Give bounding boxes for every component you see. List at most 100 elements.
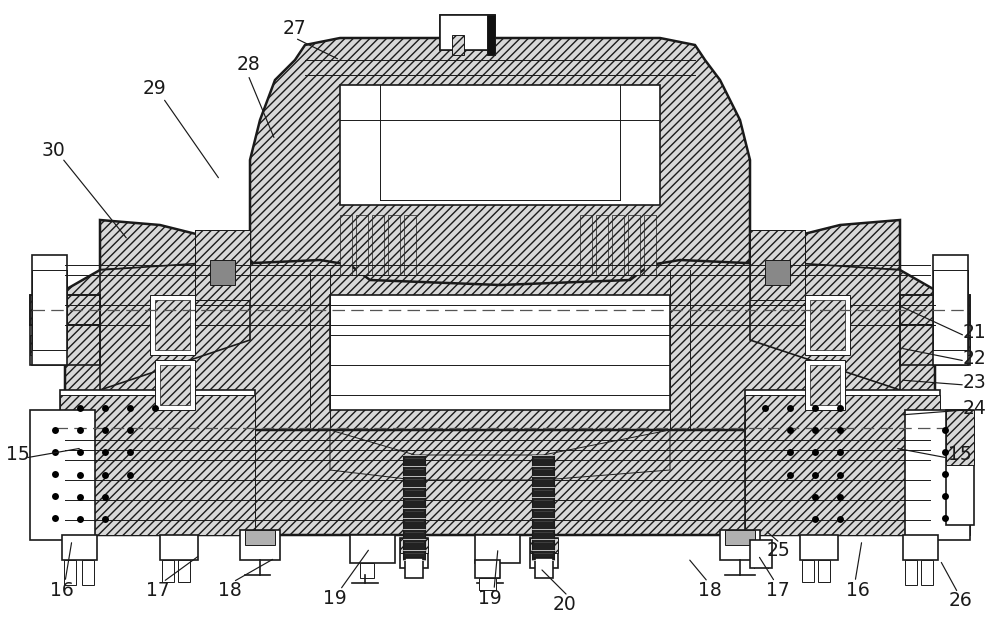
Bar: [30, 295, 100, 325]
Bar: [440, 15, 495, 50]
Polygon shape: [65, 260, 935, 460]
Bar: [900, 325, 970, 365]
Bar: [900, 295, 970, 325]
Bar: [452, 35, 464, 55]
Bar: [60, 395, 255, 535]
Text: 16: 16: [50, 581, 74, 599]
Bar: [487, 15, 495, 55]
Bar: [162, 560, 174, 582]
Bar: [745, 390, 940, 535]
Bar: [958, 415, 970, 535]
Bar: [178, 560, 190, 582]
Text: 29: 29: [143, 79, 167, 98]
Bar: [32, 270, 67, 350]
Bar: [946, 410, 974, 465]
Text: 20: 20: [553, 595, 577, 615]
Bar: [933, 255, 968, 365]
Bar: [628, 215, 640, 275]
Text: 22: 22: [963, 348, 987, 368]
Bar: [596, 215, 608, 275]
Bar: [195, 230, 250, 300]
Bar: [404, 215, 416, 275]
Bar: [532, 455, 554, 560]
Polygon shape: [330, 430, 670, 480]
Bar: [946, 410, 974, 525]
Bar: [372, 215, 384, 275]
Text: 19: 19: [478, 589, 502, 607]
Bar: [530, 538, 558, 568]
Bar: [720, 530, 760, 560]
Bar: [195, 230, 250, 300]
Bar: [30, 410, 95, 540]
Polygon shape: [750, 220, 900, 340]
Bar: [750, 230, 805, 300]
Bar: [580, 215, 592, 275]
Bar: [935, 335, 970, 355]
Bar: [64, 560, 76, 585]
Polygon shape: [250, 38, 750, 300]
Bar: [905, 415, 917, 535]
Polygon shape: [745, 420, 940, 480]
Bar: [245, 530, 275, 545]
Polygon shape: [100, 220, 250, 340]
Text: 27: 27: [283, 19, 307, 38]
Bar: [485, 563, 499, 578]
Bar: [340, 215, 352, 275]
Bar: [903, 535, 938, 560]
Bar: [725, 530, 755, 545]
Bar: [440, 15, 495, 50]
Bar: [350, 535, 395, 563]
Bar: [30, 335, 65, 355]
Bar: [765, 260, 790, 285]
Bar: [356, 215, 368, 275]
Bar: [30, 295, 100, 325]
Text: 19: 19: [323, 589, 347, 607]
Bar: [805, 360, 845, 410]
Bar: [479, 578, 496, 590]
Bar: [933, 270, 968, 350]
Polygon shape: [60, 430, 940, 535]
Bar: [240, 530, 280, 560]
Text: 15: 15: [948, 446, 972, 464]
Bar: [400, 538, 428, 553]
Bar: [30, 325, 100, 365]
Text: 18: 18: [698, 581, 722, 599]
Text: 17: 17: [146, 581, 170, 599]
Bar: [810, 300, 845, 350]
Text: 21: 21: [963, 322, 987, 342]
Bar: [150, 295, 195, 355]
Bar: [160, 365, 190, 405]
Bar: [340, 85, 660, 205]
Bar: [905, 560, 917, 585]
Polygon shape: [60, 420, 255, 480]
Bar: [30, 415, 42, 535]
Polygon shape: [100, 260, 250, 390]
Text: 18: 18: [218, 581, 242, 599]
Text: 15: 15: [6, 446, 30, 464]
Bar: [155, 300, 190, 350]
Bar: [905, 410, 970, 540]
Bar: [745, 395, 940, 535]
Text: 23: 23: [963, 373, 987, 391]
Bar: [82, 560, 94, 585]
Bar: [530, 538, 558, 553]
Bar: [802, 560, 814, 582]
Bar: [800, 535, 838, 560]
Bar: [400, 538, 428, 568]
Bar: [612, 215, 624, 275]
Bar: [750, 230, 805, 300]
Bar: [32, 270, 67, 350]
Bar: [160, 535, 198, 560]
Text: 17: 17: [766, 581, 790, 599]
Bar: [80, 415, 92, 535]
Text: 26: 26: [948, 591, 972, 610]
Text: 24: 24: [963, 399, 987, 417]
Bar: [330, 295, 670, 410]
Bar: [644, 215, 656, 275]
Bar: [62, 535, 97, 560]
Bar: [900, 295, 970, 325]
Text: 25: 25: [766, 540, 790, 560]
Bar: [405, 558, 423, 578]
Bar: [155, 360, 195, 410]
Bar: [921, 560, 933, 585]
